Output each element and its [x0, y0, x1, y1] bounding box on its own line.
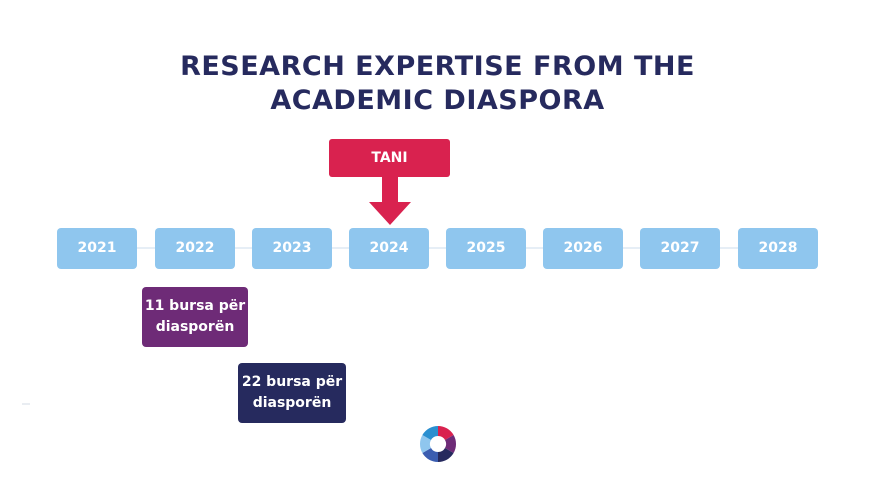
milestone-2023-line-1: 22 bursa për	[241, 374, 343, 390]
decorative-tick	[22, 403, 30, 405]
down-arrow-icon	[369, 177, 411, 225]
page-title: RESEARCH EXPERTISE FROM THE ACADEMIC DIA…	[0, 50, 875, 118]
year-2028: 2028	[738, 228, 818, 269]
title-line-2: ACADEMIC DIASPORA	[270, 85, 605, 116]
now-marker-label: TANI	[329, 139, 450, 177]
milestone-2023: 22 bursa për diasporën	[238, 363, 346, 423]
year-2023: 2023	[252, 228, 332, 269]
year-2025: 2025	[446, 228, 526, 269]
year-2026: 2026	[543, 228, 623, 269]
title-line-1: RESEARCH EXPERTISE FROM THE	[180, 51, 695, 82]
milestone-2022-line-1: 11 bursa për	[144, 298, 246, 314]
milestone-2023-line-2: diasporën	[252, 395, 332, 411]
milestone-2022-line-2: diasporën	[155, 319, 235, 335]
year-2024: 2024	[349, 228, 429, 269]
logo-icon	[419, 426, 457, 462]
timeline-line	[57, 247, 817, 249]
year-2027: 2027	[640, 228, 720, 269]
milestone-2022: 11 bursa për diasporën	[142, 287, 248, 347]
year-2021: 2021	[57, 228, 137, 269]
year-2022: 2022	[155, 228, 235, 269]
